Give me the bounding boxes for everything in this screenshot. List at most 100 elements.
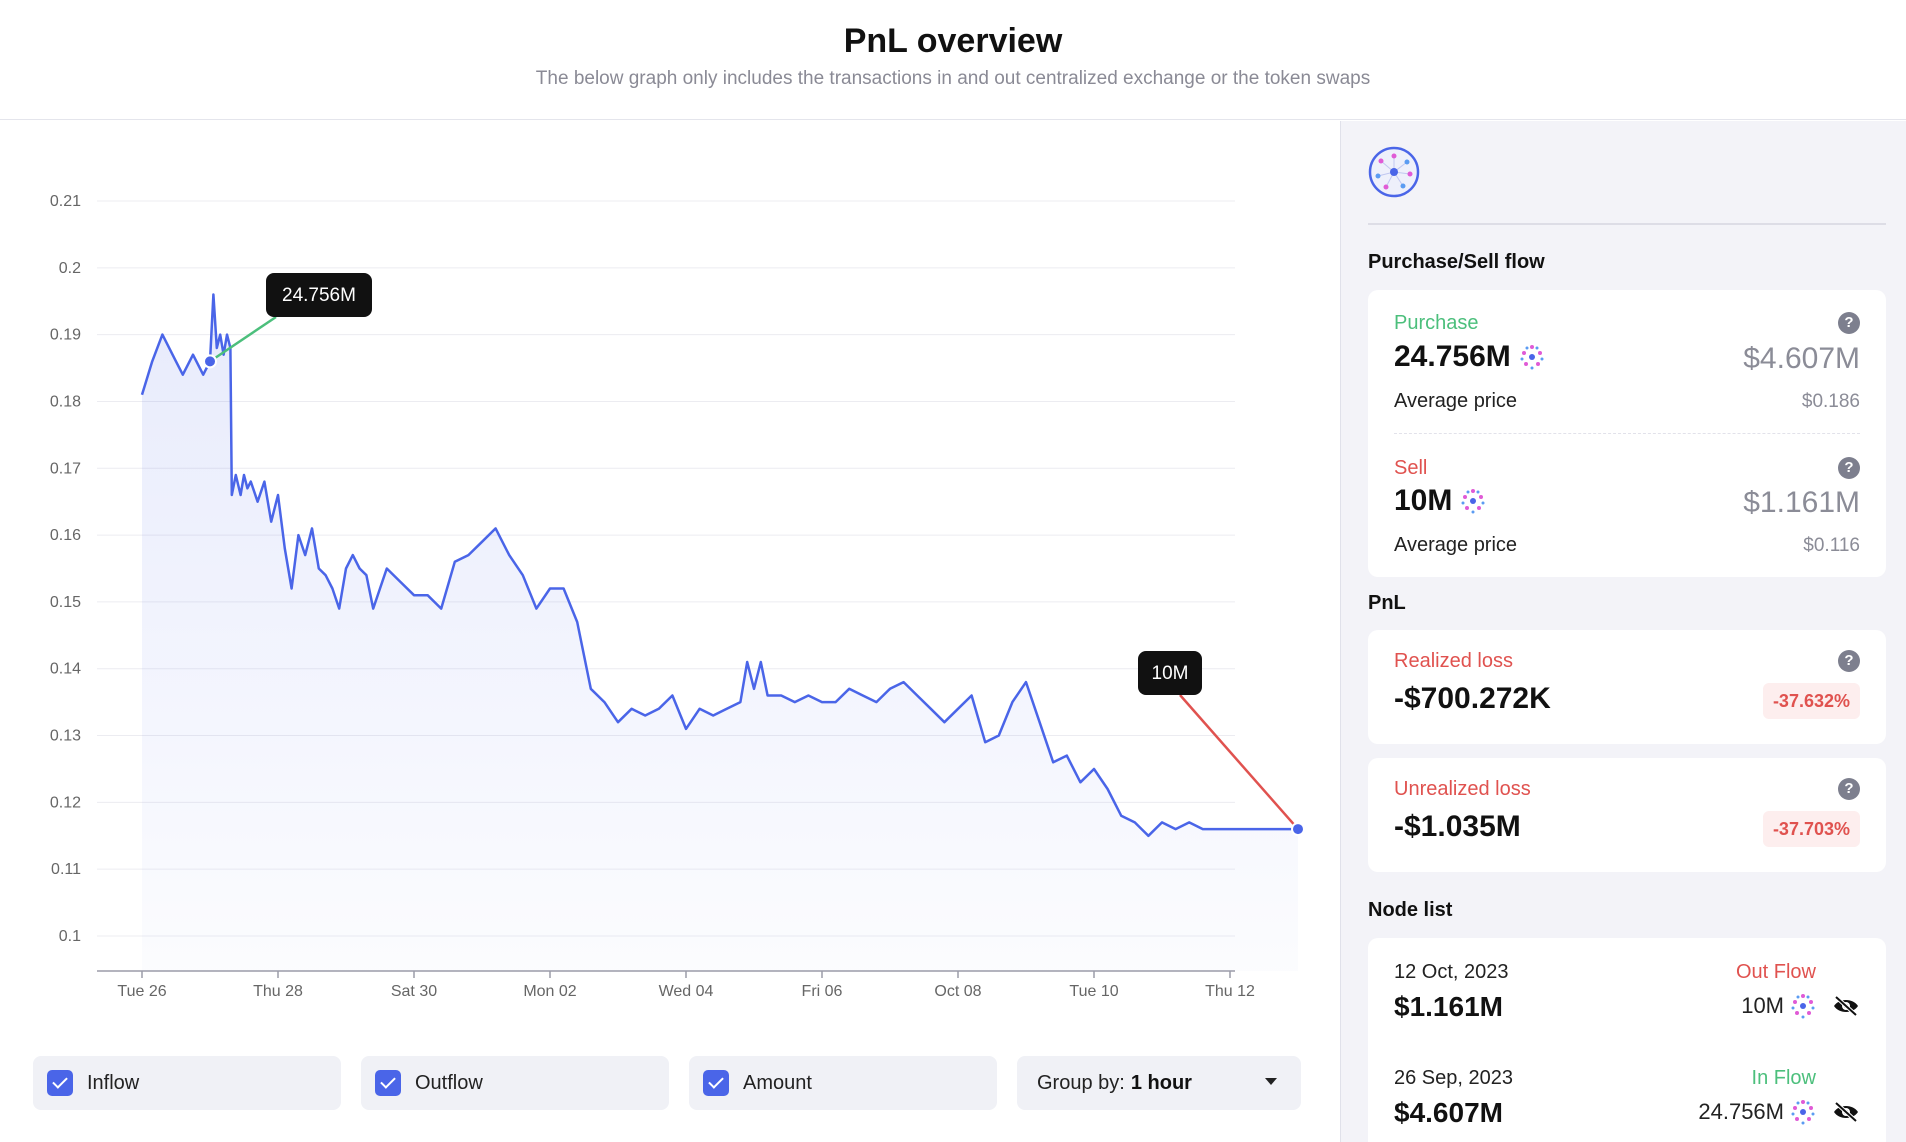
node-list: 12 Oct, 2023 $1.161M Out Flow 10M 26 Sep… [1368, 938, 1886, 1142]
amount-label: Amount [743, 1071, 812, 1094]
list-item[interactable]: 26 Sep, 2023 $4.607M In Flow 24.756M [1394, 1067, 1860, 1142]
sell-label: Sell [1394, 457, 1428, 479]
node-amount-value: 24.756M [1698, 1099, 1784, 1124]
purchase-label: Purchase [1394, 312, 1479, 334]
card-separator [1394, 433, 1860, 434]
y-tick-label: 0.2 [59, 260, 81, 277]
node-amount: 24.756M [1698, 1099, 1816, 1125]
realized-loss-card: Realized loss ? -$700.272K -37.632% [1368, 630, 1886, 744]
sell-amount-value: 10M [1394, 484, 1453, 517]
unrealized-loss-card: Unrealized loss ? -$1.035M -37.703% [1368, 758, 1886, 872]
node-date: 12 Oct, 2023 [1394, 961, 1509, 983]
x-tick-label: Mon 02 [523, 983, 576, 1000]
help-icon[interactable]: ? [1838, 778, 1860, 800]
help-icon[interactable]: ? [1838, 457, 1860, 479]
x-tick-label: Oct 08 [934, 983, 981, 1000]
purchase-point [203, 354, 217, 369]
y-tick-label: 0.17 [50, 460, 81, 477]
amount-toggle[interactable]: Amount [689, 1056, 997, 1110]
purchase-sell-card: Purchase ? 24.756M $4.607M Average price… [1368, 290, 1886, 577]
node-usd: $1.161M [1394, 991, 1503, 1022]
help-icon[interactable]: ? [1838, 312, 1860, 334]
group-by-value: 1 hour [1130, 1071, 1192, 1094]
page-title: PnL overview [843, 22, 1063, 60]
x-tick-label: Wed 04 [659, 983, 714, 1000]
token-icon [1791, 994, 1815, 1019]
series-line [140, 293, 1298, 838]
realized-loss-percent: -37.632% [1762, 683, 1860, 719]
y-tick-label: 0.13 [50, 728, 81, 745]
x-tick-label: Sat 30 [391, 983, 437, 1000]
purchase-avg-value: $0.186 [1801, 391, 1860, 412]
inflow-label: Inflow [87, 1071, 140, 1094]
group-by-select[interactable]: Group by: 1 hour [1017, 1056, 1301, 1110]
chart-area: 0.21 0.2 0.19 0.18 0.17 0.16 0.15 0.14 0.13 0.12 0… [0, 121, 1340, 1142]
node-flow: In Flow [1751, 1067, 1816, 1089]
eye-off-icon[interactable] [1832, 995, 1860, 1017]
purchase-connector-line [209, 315, 277, 363]
help-icon[interactable]: ? [1838, 650, 1860, 672]
outflow-checkbox[interactable] [375, 1070, 401, 1096]
sell-tooltip [1138, 651, 1202, 695]
inflow-checkbox[interactable] [47, 1070, 73, 1096]
node-list-title: Node list [1368, 899, 1453, 921]
unrealized-loss-percent: -37.703% [1762, 811, 1860, 847]
node-flow: Out Flow [1735, 961, 1816, 983]
sell-avg-label: Average price [1394, 534, 1518, 556]
inflow-toggle[interactable]: Inflow [33, 1056, 341, 1110]
token-icon [1791, 1100, 1815, 1125]
summary-sidebar: Purchase/Sell flow Purchase ? 24.756M $4… [1340, 121, 1906, 1142]
y-tick-label: 0.21 [50, 193, 81, 210]
list-item[interactable]: 12 Oct, 2023 $1.161M Out Flow 10M [1394, 961, 1860, 1041]
realized-loss-value: -$700.272K [1394, 682, 1551, 715]
node-amount-value: 10M [1741, 993, 1784, 1018]
sell-tooltip-label: 10M [1152, 663, 1189, 684]
x-tick-label: Tue 10 [1069, 983, 1118, 1000]
sidebar-divider [1368, 223, 1886, 225]
sell-amount: 10M [1394, 484, 1486, 518]
x-tick-label: Thu 28 [253, 983, 303, 1000]
purchase-tooltip [266, 273, 372, 317]
amount-checkbox[interactable] [703, 1070, 729, 1096]
purchase-tooltip-label: 24.756M [282, 285, 356, 306]
purchase-sell-title: Purchase/Sell flow [1368, 251, 1545, 273]
y-tick-label: 0.12 [50, 794, 81, 811]
x-tick-label: Tue 26 [117, 983, 166, 1000]
purchase-amount: 24.756M [1394, 340, 1545, 374]
sell-avg-value: $0.116 [1803, 535, 1860, 556]
token-icon [1520, 345, 1544, 370]
purchase-usd: $4.607M [1743, 342, 1860, 375]
sell-connector-line [1179, 694, 1299, 830]
node-date: 26 Sep, 2023 [1394, 1067, 1513, 1089]
y-tick-label: 0.1 [59, 928, 81, 945]
purchase-avg-label: Average price [1394, 390, 1518, 412]
unrealized-loss-value: -$1.035M [1394, 810, 1521, 843]
sell-usd: $1.161M [1743, 486, 1860, 519]
y-tick-label: 0.19 [50, 327, 81, 344]
y-tick-label: 0.14 [50, 661, 81, 678]
token-logo-icon [1368, 146, 1420, 198]
x-tick-label: Thu 12 [1205, 983, 1255, 1000]
y-tick-label: 0.18 [50, 393, 81, 410]
x-tick-label: Fri 06 [802, 983, 843, 1000]
unrealized-loss-label: Unrealized loss [1394, 778, 1531, 800]
realized-loss-label: Realized loss [1394, 650, 1513, 672]
caret-down-icon [1265, 1078, 1277, 1085]
purchase-amount-value: 24.756M [1394, 340, 1511, 373]
sell-point [1291, 822, 1305, 837]
outflow-toggle[interactable]: Outflow [361, 1056, 669, 1110]
page-subtitle: The below graph only includes the transa… [535, 68, 1371, 89]
page-header: PnL overview The below graph only includ… [0, 0, 1906, 120]
outflow-label: Outflow [415, 1071, 483, 1094]
eye-off-icon[interactable] [1832, 1101, 1860, 1123]
node-usd: $4.607M [1394, 1097, 1503, 1128]
chart-controls: Inflow Outflow Amount Group by: 1 hour [0, 1056, 1340, 1116]
pnl-title: PnL [1368, 592, 1406, 614]
token-icon [1461, 489, 1485, 514]
group-by-label: Group by: [1037, 1071, 1125, 1094]
y-tick-label: 0.15 [50, 594, 81, 611]
y-tick-label: 0.11 [51, 861, 81, 878]
pnl-line-chart: 0.21 0.2 0.19 0.18 0.17 0.16 0.15 0.14 0.13 0.12 0… [50, 193, 1305, 1000]
node-amount: 10M [1741, 993, 1816, 1019]
series-area [142, 294, 1298, 971]
